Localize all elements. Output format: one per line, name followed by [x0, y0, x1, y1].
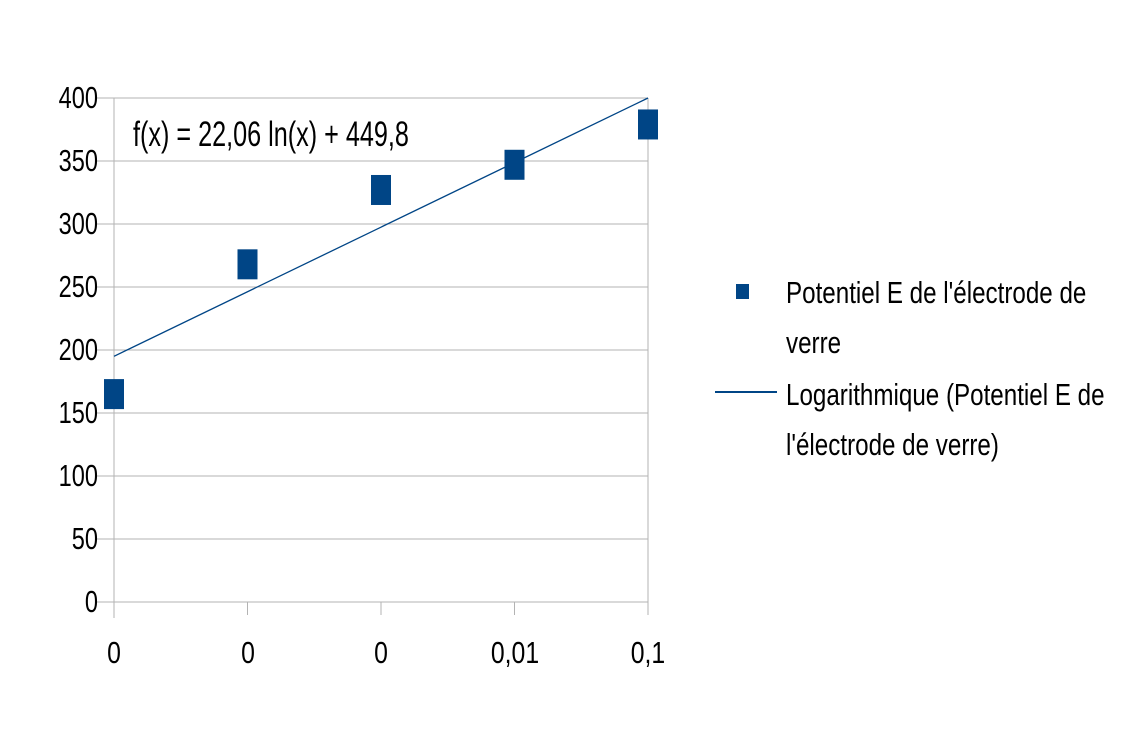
y-axis-label: 100: [58, 458, 98, 493]
y-axis-label: 250: [58, 269, 98, 304]
y-axis-label: 400: [58, 80, 98, 115]
y-axis-label: 300: [58, 206, 98, 241]
y-axis-label: 150: [58, 395, 98, 430]
data-point: [104, 379, 124, 410]
trendline-equation-label: f(x) = 22,06 ln(x) + 449,8: [133, 115, 409, 154]
data-point: [638, 109, 658, 140]
data-point: [371, 174, 391, 205]
y-axis-label: 50: [71, 521, 98, 556]
x-axis-label: 0,01: [490, 635, 539, 670]
x-axis-label: 0: [240, 635, 255, 670]
trendline: [113, 97, 649, 357]
x-axis-label: 0: [374, 635, 388, 670]
data-point: [504, 149, 525, 180]
x-axis-label: 0,1: [630, 635, 666, 670]
x-axis-label: 0: [107, 635, 121, 670]
data-point: [237, 249, 258, 280]
y-axis-label: 200: [58, 332, 98, 367]
y-axis-label: 0: [84, 584, 98, 619]
y-axis-label: 350: [58, 143, 98, 178]
